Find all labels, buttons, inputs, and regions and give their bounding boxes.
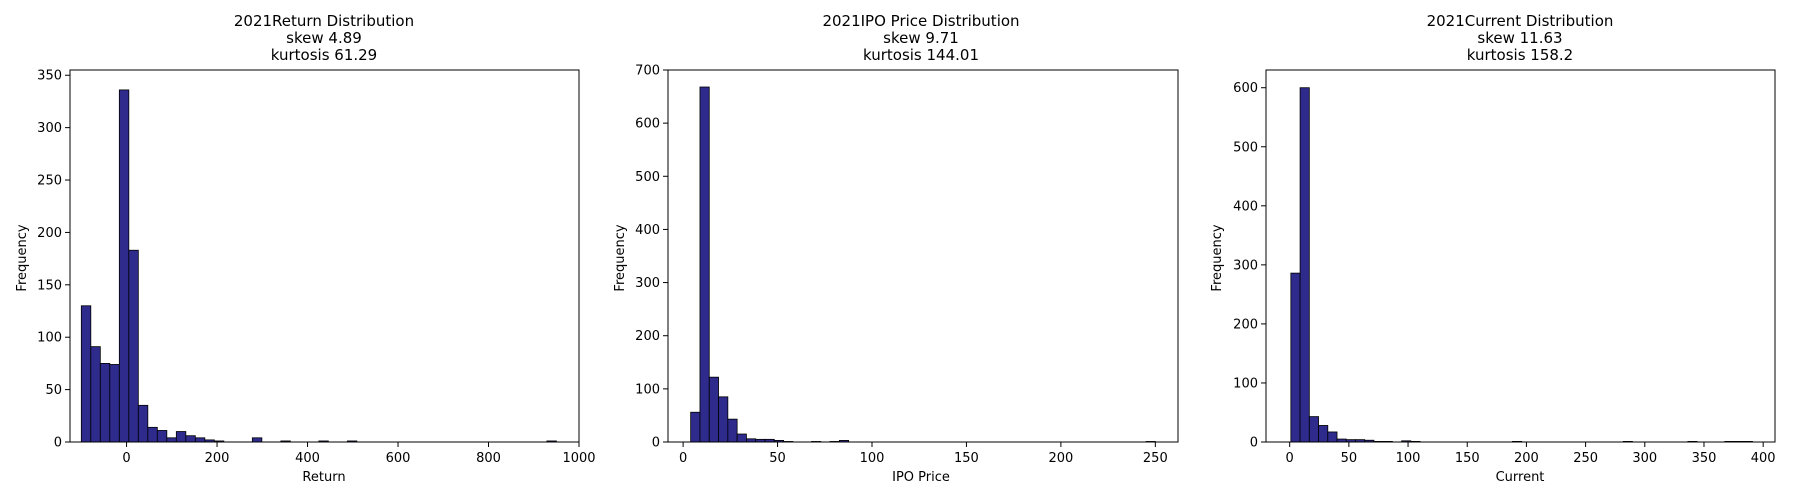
current-histogram-bar	[1299, 87, 1310, 443]
ipo-price-y-axis-label: Frequency	[613, 224, 628, 291]
current-y-tick-label: 0	[1250, 436, 1258, 451]
current-title-line-3: kurtosis 158.2	[1467, 46, 1573, 64]
return-x-tick-label: 1000	[562, 451, 595, 466]
return-x-tick-label: 800	[476, 451, 501, 466]
ipo-price-x-tick-label: 150	[954, 451, 979, 466]
ipo-price-x-tick-label: 100	[860, 451, 885, 466]
return-histogram-bar	[156, 430, 168, 443]
ipo-price-histogram-bar	[727, 418, 738, 443]
ipo-price-title-line-3: kurtosis 144.01	[863, 46, 979, 64]
return-histogram-bar	[194, 437, 206, 443]
return-axes-frame	[69, 69, 580, 443]
return-histogram-bar	[251, 437, 263, 443]
ipo-price-histogram-bar	[718, 396, 729, 443]
return-y-tick-label: 50	[45, 383, 62, 398]
ipo-price-x-axis-label: IPO Price	[892, 470, 950, 485]
return-y-tick-label: 100	[37, 331, 62, 346]
ipo-price-y-tick-label: 600	[635, 117, 660, 132]
current-histogram-bar	[1318, 425, 1329, 443]
current-y-axis-label: Frequency	[1210, 224, 1225, 291]
return-x-tick-label: 400	[295, 451, 320, 466]
return-histogram-panel: 2021Return Distribution skew 4.89 kurtos…	[15, 12, 596, 485]
current-x-tick-label: 350	[1692, 451, 1717, 466]
current-axes-frame	[1265, 69, 1776, 443]
return-x-axis-label: Return	[302, 470, 345, 485]
ipo-price-histogram-bar	[690, 411, 701, 443]
ipo-price-histogram-panel: 2021IPO Price Distribution skew 9.71 kur…	[613, 12, 1179, 485]
return-x-tick-label: 200	[205, 451, 230, 466]
current-x-tick-label: 200	[1514, 451, 1539, 466]
return-x-tick-label: 600	[386, 451, 411, 466]
return-histogram-bar	[118, 89, 130, 443]
current-x-tick-label: 400	[1751, 451, 1776, 466]
return-x-tick-label: 0	[122, 451, 130, 466]
current-histogram-bar	[1327, 431, 1338, 443]
current-x-tick-label: 300	[1632, 451, 1657, 466]
return-y-tick-label: 200	[37, 226, 62, 241]
current-y-tick-label: 300	[1233, 258, 1258, 273]
ipo-price-y-tick-label: 100	[635, 382, 660, 397]
ipo-price-x-tick-label: 250	[1143, 451, 1168, 466]
current-y-tick-label: 100	[1233, 376, 1258, 391]
ipo-price-title-line-1: 2021IPO Price Distribution	[822, 12, 1019, 30]
current-x-tick-label: 100	[1396, 451, 1421, 466]
return-histogram-bar	[137, 404, 149, 443]
return-title-line-3: kurtosis 61.29	[271, 46, 377, 64]
ipo-price-axes-frame	[667, 69, 1179, 443]
current-title-line-2: skew 11.63	[1477, 29, 1562, 47]
ipo-price-y-tick-label: 300	[635, 276, 660, 291]
current-y-tick-label: 500	[1233, 140, 1258, 155]
current-histogram-bar	[1308, 416, 1319, 443]
return-histogram-bar	[128, 249, 139, 443]
ipo-price-y-tick-label: 0	[652, 436, 660, 451]
return-y-tick-label: 0	[54, 436, 62, 451]
ipo-price-histogram-bar	[699, 86, 710, 443]
current-y-tick-label: 400	[1233, 199, 1258, 214]
return-histogram-bar	[109, 364, 120, 443]
current-x-tick-label: 0	[1286, 451, 1294, 466]
return-y-tick-label: 300	[37, 121, 62, 136]
current-x-tick-label: 250	[1573, 451, 1598, 466]
ipo-price-y-tick-label: 200	[635, 329, 660, 344]
return-y-axis-label: Frequency	[15, 224, 30, 291]
current-y-tick-label: 200	[1233, 317, 1258, 332]
return-histogram-bar	[147, 426, 158, 443]
current-y-tick-label: 600	[1233, 81, 1258, 96]
current-histogram-panel: 2021Current Distribution skew 11.63 kurt…	[1210, 12, 1776, 485]
ipo-price-y-tick-label: 500	[635, 170, 660, 185]
ipo-price-x-tick-label: 50	[769, 451, 786, 466]
return-y-tick-label: 150	[37, 278, 62, 293]
current-histogram-bar	[1290, 272, 1301, 443]
ipo-price-x-tick-label: 200	[1048, 451, 1073, 466]
ipo-price-y-tick-label: 700	[635, 64, 660, 79]
ipo-price-histogram-bar	[736, 433, 747, 443]
return-y-tick-label: 250	[37, 174, 62, 189]
return-histogram-bar	[99, 363, 111, 443]
return-histogram-bar	[166, 437, 177, 443]
ipo-price-histogram-bar	[708, 376, 719, 443]
return-histogram-bar	[80, 305, 92, 443]
return-histogram-bar	[175, 431, 187, 443]
ipo-price-title-line-2: skew 9.71	[883, 29, 959, 47]
return-y-tick-label: 350	[37, 69, 62, 84]
return-title-line-2: skew 4.89	[286, 29, 362, 47]
ipo-price-x-tick-label: 0	[679, 451, 687, 466]
return-histogram-bar	[185, 435, 196, 443]
return-histogram-bar	[90, 346, 101, 443]
return-title-line-1: 2021Return Distribution	[234, 12, 414, 30]
ipo-price-y-tick-label: 400	[635, 223, 660, 238]
current-title-line-1: 2021Current Distribution	[1427, 12, 1614, 30]
current-x-tick-label: 150	[1455, 451, 1480, 466]
current-x-tick-label: 50	[1341, 451, 1358, 466]
current-x-axis-label: Current	[1496, 470, 1545, 485]
